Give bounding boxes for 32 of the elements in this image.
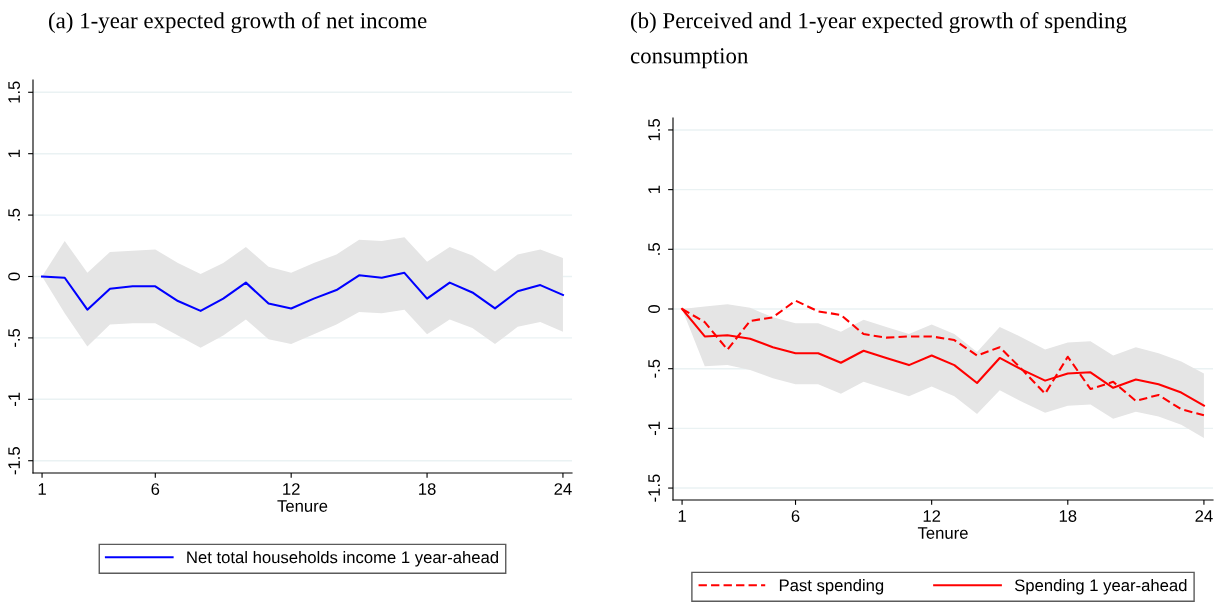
line-series xyxy=(41,271,564,312)
y-tick-label: 1 xyxy=(648,185,660,193)
chart-title: (b) Perceived and 1-year expected growth of spending consumption xyxy=(630,12,1127,69)
y-tick-label: -1.5 xyxy=(648,474,660,502)
y-tick-label: 1.5 xyxy=(8,81,20,103)
x-tick-label: 6 xyxy=(791,510,800,522)
y-tick-label: 0 xyxy=(648,305,660,313)
y-tick-label: .5 xyxy=(648,243,660,255)
x-tick-label: 1 xyxy=(38,483,46,495)
y-tick-label: 1.5 xyxy=(648,119,660,141)
x-tick-label: 12 xyxy=(923,510,941,522)
y-tick-label: -.5 xyxy=(8,328,20,347)
legend-label: Spending 1 year-ahead xyxy=(1014,579,1187,595)
x-tick-label: 18 xyxy=(1059,510,1077,522)
y-tick-label: -1.5 xyxy=(8,447,20,475)
x-tick-label: 12 xyxy=(283,483,300,495)
x-axis-title: Tenure xyxy=(917,527,968,539)
y-tick-label: -1 xyxy=(648,421,660,436)
x-tick-label: 1 xyxy=(678,510,686,522)
legend-label: Net total households income 1 year-ahead xyxy=(187,551,499,567)
y-tick-label: 1 xyxy=(8,149,20,158)
x-tick-label: 24 xyxy=(554,483,572,495)
y-tick-label: 0 xyxy=(8,272,20,281)
y-tick-label: -.5 xyxy=(648,359,660,378)
x-axis-title: Tenure xyxy=(277,500,328,512)
x-tick-label: 6 xyxy=(151,483,160,495)
y-tick-label: .5 xyxy=(8,208,20,221)
x-tick-label: 24 xyxy=(1195,510,1213,522)
chart-title: (a) 1-year expected growth of net income xyxy=(49,12,427,34)
y-tick-label: -1 xyxy=(8,392,20,406)
legend-label: Past spending xyxy=(779,579,884,595)
x-tick-label: 18 xyxy=(419,483,436,495)
